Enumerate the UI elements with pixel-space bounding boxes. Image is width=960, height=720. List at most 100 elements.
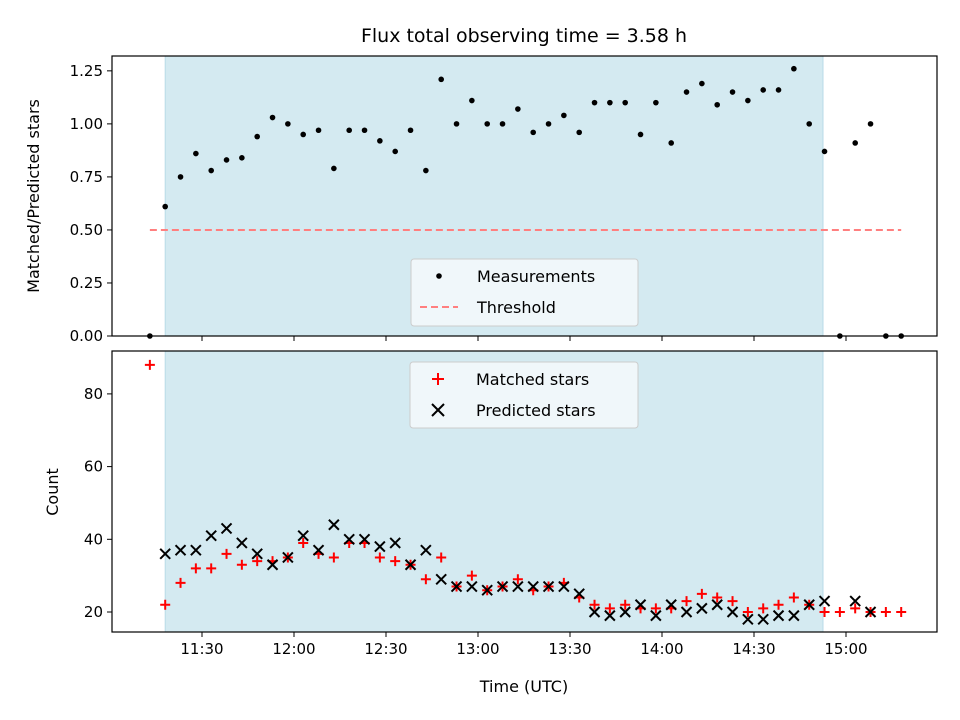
x-tick-label: 12:00 bbox=[272, 640, 315, 658]
measurement-point bbox=[561, 112, 567, 119]
matched-star-point bbox=[236, 559, 247, 570]
predicted-star-point bbox=[680, 606, 693, 618]
matched-star-point bbox=[896, 607, 907, 618]
measurement-point bbox=[683, 89, 690, 95]
measurement-point bbox=[469, 97, 475, 104]
matched-star-point bbox=[696, 588, 707, 599]
measurement-point bbox=[791, 65, 797, 72]
plus-marker bbox=[758, 603, 769, 614]
matched-star-point bbox=[466, 570, 477, 581]
x-marker bbox=[420, 544, 432, 556]
predicted-star-point bbox=[696, 602, 708, 615]
x-marker bbox=[696, 602, 708, 615]
x-tick-label: 14:00 bbox=[640, 640, 683, 658]
predicted-star-point bbox=[742, 613, 754, 625]
measurement-point bbox=[300, 131, 307, 138]
measurement-point bbox=[162, 203, 168, 210]
matched-star-point bbox=[328, 552, 339, 563]
predicted-star-point bbox=[772, 609, 785, 622]
plus-marker bbox=[420, 574, 431, 585]
plus-marker bbox=[773, 599, 784, 610]
plus-marker bbox=[819, 607, 830, 618]
legend: Matched stars Predicted stars bbox=[409, 361, 639, 429]
predicted-star-point bbox=[404, 559, 417, 571]
measurement-point bbox=[530, 129, 536, 136]
x-marker bbox=[266, 559, 279, 571]
measurement-point bbox=[208, 167, 214, 174]
plus-marker bbox=[850, 603, 861, 614]
matched-star-point bbox=[374, 552, 385, 563]
matched-star-point bbox=[880, 607, 891, 618]
matched-star-point bbox=[604, 603, 615, 614]
y-tick-label: 0.75 bbox=[70, 168, 103, 186]
predicted-star-point bbox=[604, 609, 616, 622]
predicted-star-point bbox=[864, 606, 877, 618]
x-marker bbox=[343, 533, 355, 546]
x-marker bbox=[604, 609, 616, 622]
predicted-star-point bbox=[726, 606, 739, 618]
x-tick-label: 11:30 bbox=[180, 640, 223, 658]
predicted-star-point bbox=[343, 533, 355, 546]
measurement-point bbox=[499, 121, 506, 127]
measurement-point bbox=[852, 140, 858, 146]
matched-star-point bbox=[712, 592, 723, 603]
measurement-point bbox=[177, 174, 184, 180]
measurement-point bbox=[760, 87, 766, 93]
matched-star-point bbox=[512, 574, 523, 585]
plus-marker bbox=[175, 577, 186, 588]
measurement-point bbox=[714, 101, 720, 108]
matched-star-point bbox=[390, 556, 401, 567]
matched-star-point bbox=[436, 552, 447, 563]
measurement-point bbox=[285, 121, 291, 127]
x-marker bbox=[542, 580, 555, 593]
x-marker bbox=[236, 537, 248, 549]
plus-marker bbox=[236, 559, 247, 570]
x-marker bbox=[389, 537, 401, 549]
predicted-star-point bbox=[496, 580, 509, 593]
predicted-star-point bbox=[512, 580, 524, 593]
measurement-point bbox=[637, 131, 644, 138]
chart-title: Flux total observing time = 3.58 h bbox=[361, 25, 687, 47]
predicted-star-point bbox=[159, 548, 171, 560]
x-marker bbox=[220, 522, 233, 535]
measurement-point bbox=[346, 127, 353, 134]
legend-box bbox=[410, 258, 639, 327]
predicted-star-point bbox=[374, 540, 386, 553]
y-tick-label: 1.00 bbox=[70, 115, 103, 133]
matched-legend-marker bbox=[432, 373, 444, 385]
y-tick-label: 0.50 bbox=[70, 221, 103, 239]
x-marker bbox=[297, 529, 309, 542]
matched-star-point bbox=[190, 563, 201, 574]
predicted-star-point bbox=[205, 529, 217, 542]
legend-label: Threshold bbox=[476, 298, 556, 317]
legend-label: Matched stars bbox=[476, 370, 589, 389]
measurement-point bbox=[254, 133, 260, 140]
x-marker bbox=[205, 529, 217, 542]
plus-marker bbox=[298, 537, 309, 548]
x-marker bbox=[619, 606, 631, 618]
measurement-point bbox=[515, 106, 521, 112]
x-marker bbox=[634, 599, 647, 611]
x-marker bbox=[328, 519, 340, 531]
measurement-point bbox=[745, 97, 751, 104]
x-marker bbox=[358, 533, 371, 546]
measurement-point bbox=[576, 129, 582, 136]
ratio-axes: 0.00 0.25 0.50 0.75 1.00 1.25 Measurements Thre… bbox=[70, 55, 938, 345]
x-marker bbox=[450, 580, 463, 593]
measurement-point bbox=[331, 165, 337, 172]
measurement-point bbox=[438, 76, 445, 83]
x-marker bbox=[174, 544, 187, 556]
measurement-point bbox=[193, 150, 199, 157]
matched-star-point bbox=[742, 607, 753, 618]
measurement-point bbox=[699, 80, 705, 87]
plus-marker bbox=[620, 599, 631, 610]
x-marker bbox=[849, 595, 861, 607]
plus-marker bbox=[374, 552, 385, 563]
measurement-point bbox=[591, 99, 598, 106]
predicted-star-point bbox=[190, 544, 202, 556]
legend: Measurements Threshold bbox=[410, 258, 639, 327]
y-tick-label: 40 bbox=[84, 530, 103, 548]
matched-star-point bbox=[681, 596, 692, 607]
measurement-legend-marker bbox=[436, 273, 442, 279]
x-marker bbox=[496, 580, 509, 593]
